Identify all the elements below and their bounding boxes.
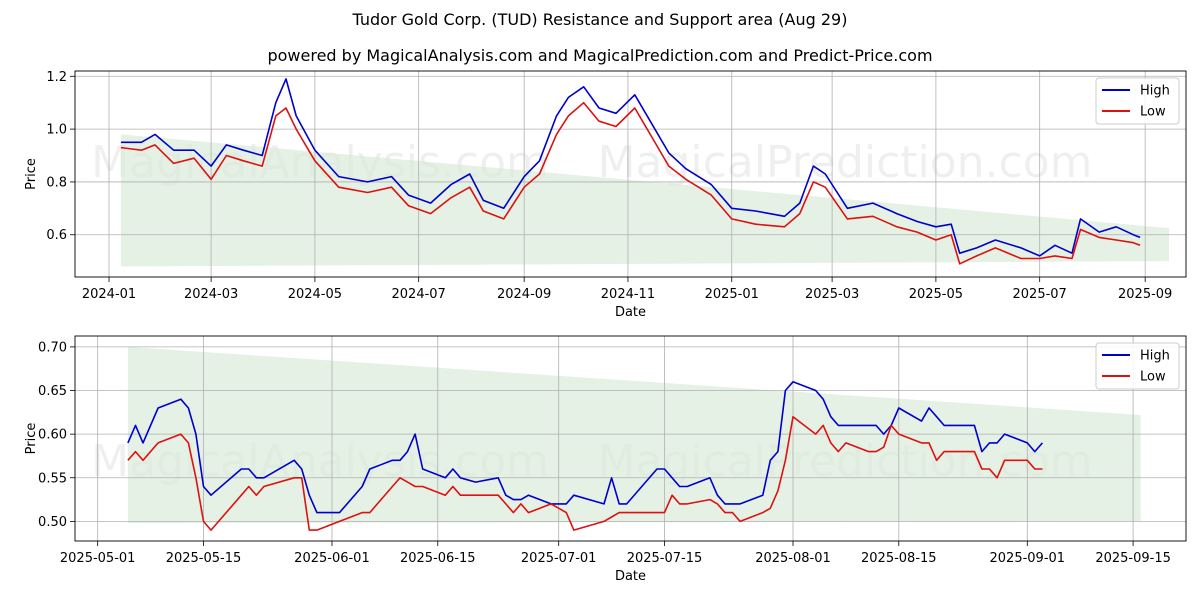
plot-frame: [74, 70, 1187, 278]
x-tick-label: 2025-05: [909, 287, 963, 302]
chart-title: Tudor Gold Corp. (TUD) Resistance and Su…: [352, 10, 848, 29]
x-tick-label: 2024-11: [601, 287, 655, 302]
chart-subtitle: powered by MagicalAnalysis.com and Magic…: [267, 46, 933, 65]
legend-label: High: [1140, 349, 1170, 364]
y-tick-label: 0.60: [38, 428, 67, 443]
y-tick-label: 0.6: [46, 228, 67, 243]
y-tick-label: 0.50: [38, 515, 67, 530]
legend-label: High: [1140, 84, 1170, 99]
x-tick-label: 2025-07: [1013, 287, 1067, 302]
plot-frame: [74, 335, 1187, 542]
y-tick-label: 0.55: [38, 471, 67, 486]
watermark-text: MagicalPrediction.com: [598, 137, 1093, 188]
y-axis-label: Price: [24, 158, 39, 190]
support-resistance-band: [120, 134, 1169, 267]
series-line-high: [127, 380, 1044, 514]
x-tick-label: 2025-05-15: [166, 551, 242, 566]
x-tick-label: 2025-03: [805, 287, 859, 302]
bottom-panel: MagicalAnalysis.comMagicalPrediction.com…: [24, 335, 1187, 584]
x-axis-label: Date: [615, 569, 646, 584]
y-tick-label: 0.65: [38, 384, 67, 399]
support-resistance-band: [127, 346, 1141, 524]
x-tick-label: 2025-01: [705, 287, 759, 302]
x-tick-label: 2025-09-01: [990, 551, 1066, 566]
x-tick-label: 2025-07-15: [627, 551, 703, 566]
x-tick-label: 2024-09: [497, 287, 551, 302]
y-tick-label: 1.0: [46, 123, 67, 138]
legend-label: Low: [1140, 370, 1166, 385]
y-tick-label: 0.70: [38, 340, 67, 355]
series-line-low: [120, 101, 1141, 265]
x-tick-label: 2024-01: [82, 287, 136, 302]
y-tick-label: 1.2: [46, 70, 67, 85]
x-tick-label: 2025-06-01: [294, 551, 370, 566]
x-tick-label: 2024-07: [392, 287, 446, 302]
y-tick-label: 0.8: [46, 175, 67, 190]
y-axis-label: Price: [24, 423, 39, 455]
x-tick-label: 2025-07-01: [521, 551, 597, 566]
x-axis-label: Date: [615, 305, 646, 320]
x-tick-label: 2024-03: [184, 287, 238, 302]
x-tick-label: 2025-08-15: [861, 551, 937, 566]
top-panel: MagicalAnalysis.comMagicalPrediction.com…: [24, 70, 1187, 320]
x-tick-label: 2025-05-01: [60, 551, 136, 566]
x-tick-label: 2025-09-15: [1095, 551, 1171, 566]
x-tick-label: 2025-09: [1118, 287, 1172, 302]
series-line-high: [120, 78, 1141, 257]
legend-label: Low: [1140, 105, 1166, 120]
x-tick-label: 2025-08-01: [755, 551, 831, 566]
x-tick-label: 2024-05: [288, 287, 342, 302]
x-tick-label: 2025-06-15: [400, 551, 476, 566]
series-line-low: [127, 415, 1043, 531]
